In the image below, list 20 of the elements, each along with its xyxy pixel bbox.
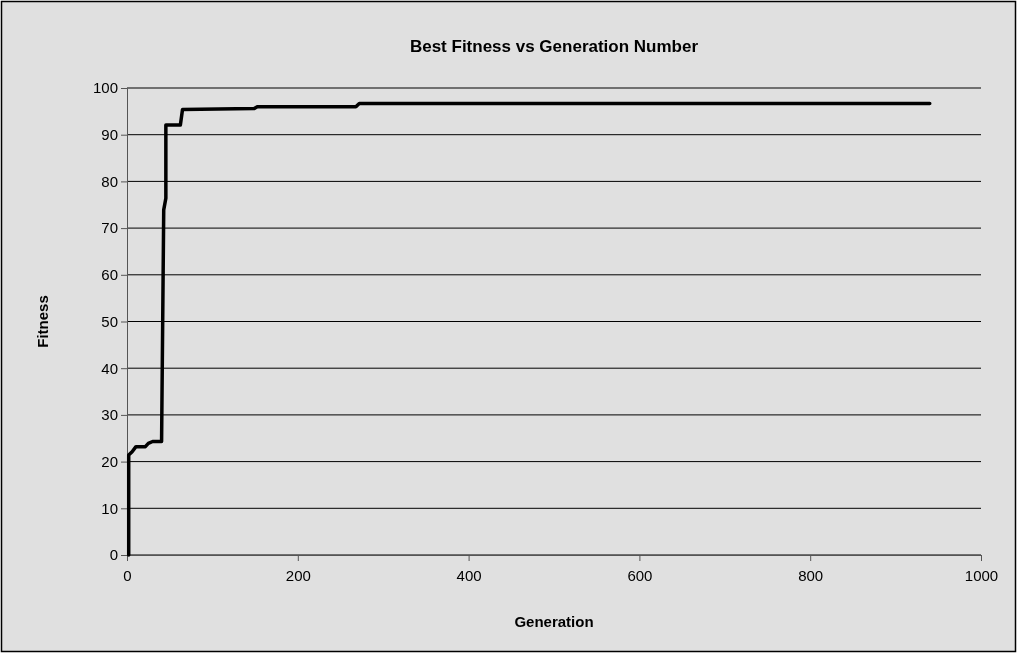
x-tick-label: 400 xyxy=(456,566,482,584)
x-tick-label: 800 xyxy=(798,566,824,584)
y-tick-label: 40 xyxy=(101,359,118,377)
y-tick-label: 70 xyxy=(101,219,118,237)
y-axis-title: Fitness xyxy=(34,295,51,348)
x-axis-title: Generation xyxy=(514,613,594,630)
y-tick-label: 30 xyxy=(101,406,118,424)
y-tick-label: 0 xyxy=(109,546,118,564)
y-tick-label: 80 xyxy=(101,172,118,190)
x-tick-label: 200 xyxy=(285,566,311,584)
chart-title: Best Fitness vs Generation Number xyxy=(409,37,699,56)
y-tick-label: 20 xyxy=(101,452,118,470)
x-tick-label: 600 xyxy=(627,566,653,584)
y-tick-label: 60 xyxy=(101,266,118,284)
y-tick-label: 50 xyxy=(101,312,118,330)
x-tick-label: 1000 xyxy=(964,566,999,584)
y-tick-label: 10 xyxy=(101,499,118,517)
y-tick-label: 90 xyxy=(101,126,118,143)
y-tick-label: 100 xyxy=(92,79,118,97)
x-tick-label: 0 xyxy=(123,566,132,584)
